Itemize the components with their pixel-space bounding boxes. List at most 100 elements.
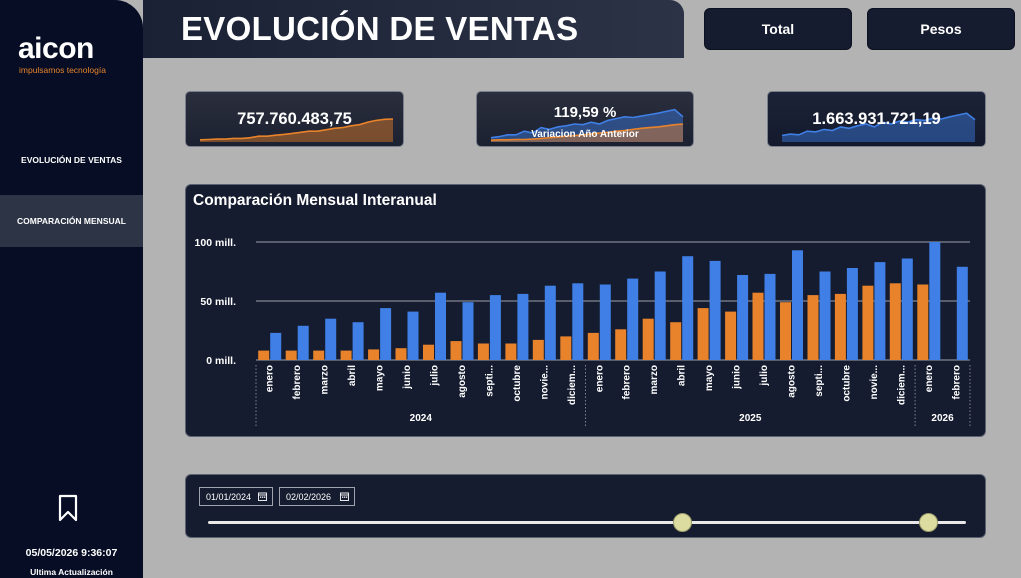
bar-current-year-22[interactable] [874,262,886,360]
nav-item-comparacion-mensual[interactable]: COMPARACIÓN MENSUAL [0,195,143,247]
bar-current-year-5[interactable] [407,311,419,360]
spark-variation-prev-area [491,124,683,142]
bar-previous-year-20[interactable] [807,295,819,360]
spark-variation-line [490,108,684,139]
bar-previous-year-9[interactable] [505,343,517,361]
range-slider-track[interactable] [208,521,966,524]
bar-previous-year-19[interactable] [780,302,791,360]
x-tick-label: enero [594,365,605,392]
x-tick-label: julio [759,365,770,387]
bar-current-year-3[interactable] [352,322,364,360]
range-slider-end-handle[interactable] [918,513,938,532]
bar-previous-year-22[interactable] [862,285,874,360]
x-tick-label: junio [402,365,413,390]
bar-previous-year-6[interactable] [423,344,434,360]
nav-item-evolucion-ventas[interactable]: EVOLUCIÓN DE VENTAS [0,134,143,186]
bar-current-year-20[interactable] [819,271,831,361]
x-tick-label: marzo [649,365,660,394]
bar-previous-year-1[interactable] [285,350,297,360]
kpi-value-current-year: 1.663.931.721,19 [812,110,941,128]
x-tick-label: febrero [292,365,303,399]
calendar-icon[interactable] [258,492,267,501]
x-tick-label: mayo [704,365,715,391]
x-tick-label: diciem... [896,365,907,405]
x-tick-label: junio [732,365,743,390]
bar-current-year-0[interactable] [270,332,282,360]
start-date-input[interactable]: 01/01/2024 [199,487,273,506]
logo-tagline: impulsamos tecnología [19,65,106,75]
bar-previous-year-5[interactable] [395,348,407,360]
bookmark-icon[interactable] [57,494,79,522]
bar-current-year-6[interactable] [435,292,446,360]
x-tick-label: enero [265,365,276,392]
x-tick-label: abril [677,365,688,386]
kpi-value-previous-year: 757.760.483,75 [237,110,352,128]
bar-previous-year-14[interactable] [642,318,654,360]
page-title: EVOLUCIÓN DE VENTAS [181,10,579,47]
bar-current-year-10[interactable] [544,285,556,360]
bar-current-year-2[interactable] [325,318,337,360]
kpi-sub-variation: Variacion Año Anterior [531,129,639,140]
year-group-label: 2024 [410,413,433,424]
bar-previous-year-2[interactable] [313,350,325,360]
last-update-label: Ultima Actualización [30,567,113,577]
bar-previous-year-4[interactable] [368,349,380,360]
sparkline-current-year [781,112,976,142]
bar-current-year-24[interactable] [929,242,941,360]
bar-current-year-13[interactable] [627,278,639,360]
x-tick-label: octubre [512,365,523,402]
bar-current-year-21[interactable] [846,268,858,360]
x-tick-label: novie... [869,365,880,400]
bar-previous-year-3[interactable] [340,350,352,360]
logo-wordmark: aicon [18,32,94,65]
bar-previous-year-10[interactable] [532,339,544,360]
bar-current-year-23[interactable] [901,258,913,361]
calendar-icon[interactable] [340,492,349,501]
x-tick-label: diciem... [567,365,578,405]
bar-previous-year-13[interactable] [615,329,627,360]
y-tick-label: 0 mill. [206,355,236,367]
chart-canvas: 0 mill. 50 mill. 100 mill. enero febrero marz… [195,237,971,428]
date-range-slicer: 01/01/2024 02/02/2026 [185,474,986,538]
y-tick-label: 100 mill. [195,237,237,249]
x-tick-label: febrero [622,365,633,399]
total-button[interactable]: Total [704,8,852,50]
bar-previous-year-8[interactable] [477,343,489,361]
bar-previous-year-0[interactable] [258,350,270,360]
bar-previous-year-11[interactable] [560,336,572,360]
bar-previous-year-16[interactable] [697,308,709,360]
end-date-input[interactable]: 02/02/2026 [279,487,355,506]
bar-current-year-16[interactable] [709,260,721,360]
bar-current-year-18[interactable] [764,273,776,360]
bar-current-year-12[interactable] [599,284,611,361]
bar-previous-year-15[interactable] [670,322,682,360]
bar-current-year-19[interactable] [792,250,803,360]
bar-current-year-15[interactable] [682,256,694,360]
last-update-timestamp: 05/05/2026 9:36:07 [25,547,118,559]
bar-current-year-25[interactable] [956,266,968,360]
pesos-button[interactable]: Pesos [867,8,1015,50]
bar-current-year-9[interactable] [517,293,529,360]
x-tick-label: octubre [841,365,852,402]
bar-previous-year-7[interactable] [450,341,462,360]
bar-previous-year-18[interactable] [752,292,764,360]
x-tick-label: agosto [787,365,798,398]
monthly-comparison-chart: Comparación Mensual Interanual 0 mill. 50… [185,184,986,437]
bar-current-year-1[interactable] [297,325,309,360]
bar-previous-year-21[interactable] [834,293,846,360]
bar-previous-year-17[interactable] [725,311,737,360]
bar-previous-year-23[interactable] [889,283,901,360]
bar-current-year-11[interactable] [572,283,584,360]
sparkline-previous-year [199,118,394,142]
end-date-value: 02/02/2026 [286,491,332,502]
bar-current-year-14[interactable] [654,271,666,361]
bar-current-year-7[interactable] [462,302,474,360]
bar-previous-year-24[interactable] [917,284,929,361]
range-slider-start-handle[interactable] [673,513,692,532]
bar-current-year-4[interactable] [380,308,392,360]
x-tick-label: agosto [457,365,468,398]
bar-previous-year-12[interactable] [587,332,599,360]
bar-current-year-17[interactable] [737,275,749,360]
bar-current-year-8[interactable] [489,295,501,360]
x-tick-label: septi... [484,365,495,397]
